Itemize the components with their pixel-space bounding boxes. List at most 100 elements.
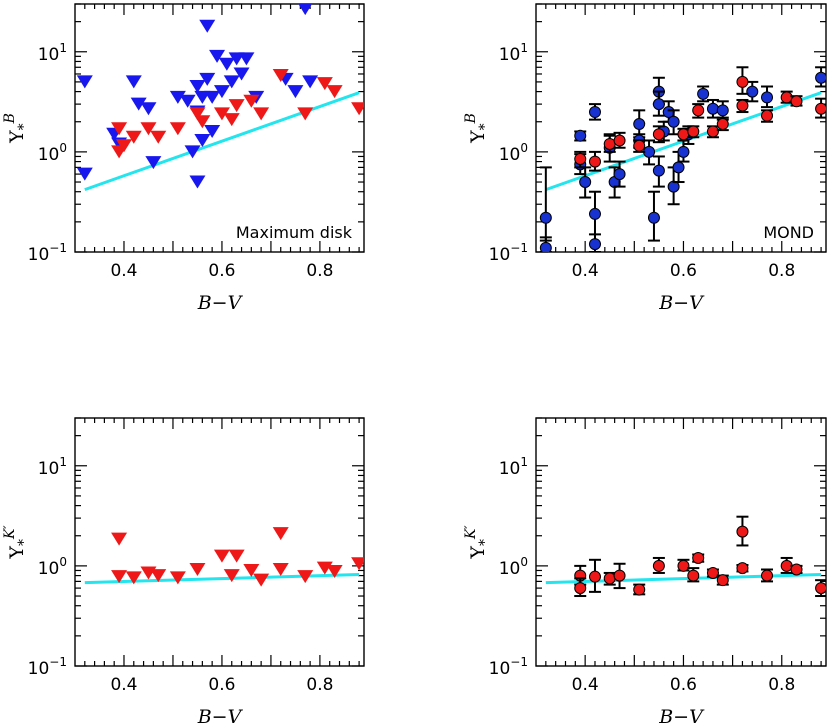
data-point: [677, 559, 690, 572]
y-tick-label: 100: [499, 141, 528, 165]
data-point: [243, 563, 260, 577]
x-tick-label: 0.8: [768, 261, 795, 281]
data-point: [706, 125, 719, 138]
data-point: [588, 106, 601, 119]
data-point: [111, 570, 128, 584]
data-point: [169, 90, 186, 104]
data-point: [125, 571, 142, 585]
data-point: [736, 75, 749, 88]
data-point: [189, 79, 206, 93]
data-point: [125, 75, 142, 89]
data-point: [218, 57, 235, 71]
y-tick-label: 100: [38, 141, 67, 165]
x-tick-label: 0.6: [208, 675, 235, 695]
data-point: [677, 145, 690, 158]
data-point: [613, 168, 626, 181]
data-point: [633, 583, 646, 596]
panel-4: 0.4 0.6 0.8 10−1 100 101 B−V Υ*K′: [463, 417, 827, 726]
data-point: [588, 207, 601, 220]
data-point: [687, 125, 700, 138]
fit-line: [84, 573, 360, 585]
data-point: [672, 161, 685, 174]
x-tick-label: 0.6: [670, 675, 697, 695]
data-point: [233, 67, 250, 81]
plot-frame: [535, 3, 827, 253]
panel-annotation: MOND: [763, 223, 814, 242]
data-point: [316, 77, 333, 91]
data-point: [652, 559, 665, 572]
y-axis-label: Υ*K′: [463, 525, 493, 560]
data-point: [815, 102, 826, 115]
data-point: [539, 241, 552, 252]
panel-1: 0.4 0.6 0.8 10−1 100 101 B−V Υ*B Maximum disk: [2, 3, 365, 314]
data-point: [692, 551, 705, 564]
fit-line: [545, 573, 822, 585]
data-point: [588, 155, 601, 168]
data-point: [761, 109, 774, 122]
data-point: [574, 152, 587, 165]
data-point: [140, 122, 157, 136]
data-point: [603, 572, 616, 585]
data-points: [574, 515, 826, 598]
data-point: [272, 527, 289, 541]
x-tick-label: 0.6: [208, 261, 235, 281]
data-point: [613, 134, 626, 147]
data-point: [579, 176, 592, 189]
data-point: [588, 238, 601, 251]
data-point: [194, 133, 211, 147]
data-point: [238, 52, 255, 66]
x-tick-label: 0.4: [572, 675, 599, 695]
data-point: [667, 115, 680, 128]
data-point: [130, 97, 147, 111]
data-point: [706, 102, 719, 115]
data-point: [150, 569, 167, 583]
data-point: [692, 104, 705, 117]
data-point: [746, 85, 759, 98]
data-point: [223, 113, 240, 127]
data-point: [76, 167, 93, 181]
data-point: [815, 71, 826, 84]
data-point: [272, 68, 289, 82]
data-point: [697, 87, 710, 100]
data-point: [115, 139, 132, 153]
x-tick-label: 0.4: [110, 675, 137, 695]
data-point: [243, 94, 260, 108]
data-point: [761, 91, 774, 104]
x-axis-label: B−V: [197, 706, 244, 726]
y-tick-label: 10−1: [489, 655, 528, 679]
x-axis-label: B−V: [658, 292, 705, 314]
data-point: [179, 94, 196, 108]
data-point: [204, 90, 221, 104]
y-tick-label: 101: [499, 455, 528, 479]
data-point: [326, 564, 343, 578]
plot-frame: [74, 417, 365, 667]
y-tick-label: 100: [38, 555, 67, 579]
data-point: [761, 569, 774, 582]
data-point: [297, 570, 314, 584]
data-point: [223, 75, 240, 89]
data-point: [228, 99, 245, 113]
y-axis-label: Υ*B: [463, 113, 493, 144]
data-point: [652, 128, 665, 141]
data-point: [253, 107, 270, 121]
data-point: [145, 156, 162, 170]
data-point: [633, 117, 646, 130]
data-point: [815, 582, 826, 595]
data-point: [76, 75, 93, 89]
panel-2: 0.4 0.6 0.8 10−1 100 101 B−V Υ*B MOND: [463, 3, 827, 314]
data-point: [351, 102, 364, 116]
data-point: [150, 130, 167, 144]
data-point: [298, 4, 313, 16]
x-tick-label: 0.8: [768, 675, 795, 695]
data-point: [297, 107, 314, 121]
data-point: [272, 563, 289, 577]
data-point: [687, 569, 700, 582]
data-point: [213, 85, 230, 99]
y-tick-label: 101: [499, 41, 528, 65]
data-point: [790, 563, 803, 576]
data-point: [209, 49, 226, 63]
data-point: [736, 525, 749, 538]
plot-frame: [74, 3, 365, 253]
data-point: [189, 107, 206, 121]
data-point: [228, 549, 245, 563]
